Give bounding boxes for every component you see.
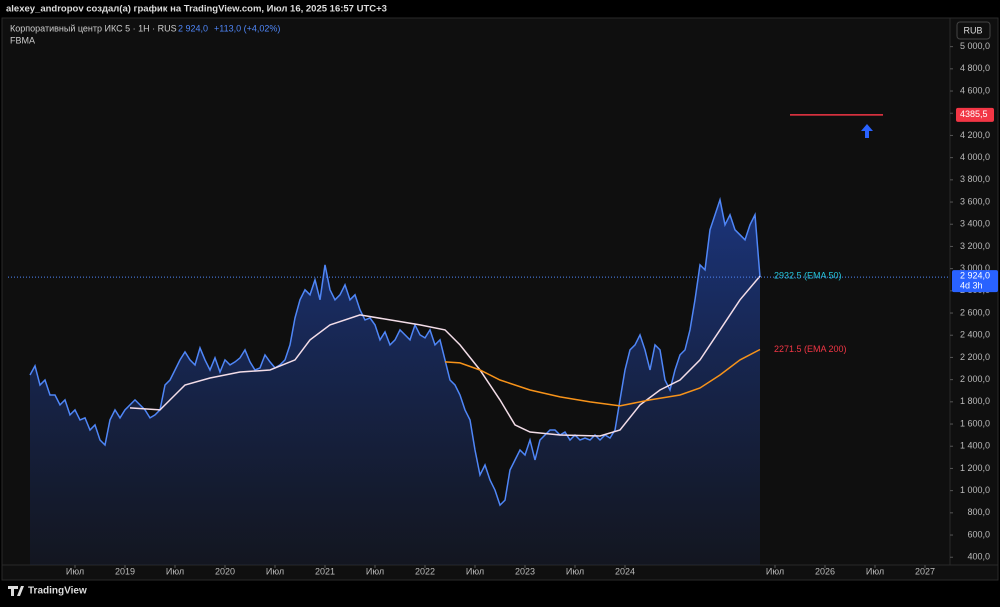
line [29,196,761,507]
y-tick-label: 3 600,0 [960,196,990,206]
y-tick-label: 4 200,0 [960,130,990,140]
arrow-marker [861,124,873,138]
currency[interactable]: RUB [963,25,982,35]
x-tick-label: Июл [266,566,284,576]
y-tick-label: 3 800,0 [960,174,990,184]
line-label: 2271.5 (EMA 200) [774,344,847,354]
x-tick-label: 2024 [615,566,635,576]
y-tick-label: 600,0 [967,529,990,539]
chart-title: Корпоративный центр ИКС 5 · 1H · RUS [10,23,177,33]
line [444,348,761,407]
x-tick-label: 2021 [315,566,335,576]
y-tick-label: 400,0 [967,552,990,562]
y-tick-label: 1 800,0 [960,396,990,406]
x-tick-label: 2026 [815,566,835,576]
y-tick-label: 2 200,0 [960,352,990,362]
price-badge [952,270,998,293]
currency-button[interactable] [956,21,991,40]
x-tick-label: Июл [466,566,484,576]
y-tick-label: 4 600,0 [960,85,990,95]
x-tick-label: Июл [566,566,584,576]
y-tick-label: 800,0 [967,507,990,517]
change: +113,0 (+4,02%) [214,23,280,33]
x-tick-label: 2022 [415,566,435,576]
x-tick-label: Июл [866,566,884,576]
x-tick-label: 2027 [915,566,935,576]
line-label: 2932.5 (EMA 50) [774,271,842,281]
y-tick-label: 1 000,0 [960,485,990,495]
price-badge-label: 2 924,0 [960,270,990,280]
y-tick-label: 1 200,0 [960,463,990,473]
x-tick-label: Июл [366,566,384,576]
quote: 2 924,0 [178,23,208,33]
countdown: 4d 3h [960,280,983,290]
y-tick-label: 3 000,0 [960,263,990,273]
y-tick-label: 2 000,0 [960,374,990,384]
x-tick-label: Июл [166,566,184,576]
header: alexey_andropov создал(а) график на Trad… [6,4,387,15]
line [129,275,761,437]
x-tick-label: 2020 [215,566,235,576]
x-tick-label: Июл [66,566,84,576]
y-tick-label: 5 000,0 [960,41,990,51]
x-tick-label: 2019 [115,566,135,576]
y-tick-label: 4 000,0 [960,152,990,162]
y-tick-label: 3 400,0 [960,219,990,229]
indicator: FBMA [10,35,35,45]
y-tick-label: 2 600,0 [960,307,990,317]
area [30,199,760,566]
x-tick-label: 2023 [515,566,535,576]
brand-logo [8,586,24,596]
y-tick-label: 1 400,0 [960,441,990,451]
brand: TradingView [28,586,87,597]
y-tick-label: 3 200,0 [960,241,990,251]
y-tick-label: 2 400,0 [960,330,990,340]
x-tick-label: Июл [766,566,784,576]
target-badge [956,107,994,122]
y-tick-label: 1 600,0 [960,418,990,428]
y-tick-label: 4 800,0 [960,63,990,73]
target-label: 4385,5 [960,109,988,119]
